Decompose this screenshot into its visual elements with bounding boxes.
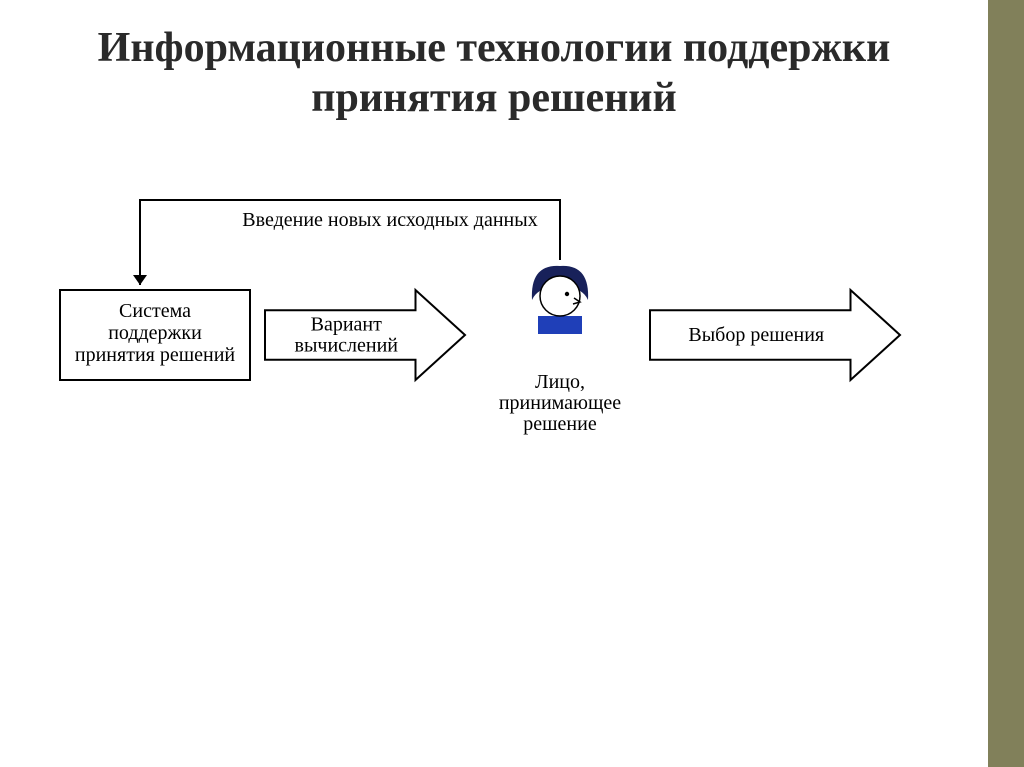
node-person-line1: Лицо,: [535, 371, 585, 393]
feedback-label: Введение новых исходных данных: [242, 209, 537, 231]
node-system-line2: поддержки: [108, 322, 202, 344]
node-person-line3: решение: [523, 413, 597, 435]
node-variant-arrow: Вариант вычислений: [265, 290, 465, 380]
node-choice-line1: Выбор решения: [688, 324, 824, 346]
node-choice-arrow: Выбор решения: [650, 290, 900, 380]
node-system-box: Система поддержки принятия решений: [60, 290, 250, 380]
node-system-line3: принятия решений: [75, 344, 236, 366]
node-variant-line2: вычислений: [295, 335, 399, 357]
flow-diagram: Введение новых исходных данных Система п…: [40, 180, 960, 560]
node-person-icon: [532, 266, 588, 334]
slide-sidebar: [988, 0, 1024, 767]
node-system-line1: Система: [119, 300, 191, 322]
node-person-line2: принимающее: [499, 392, 621, 414]
slide-title: Информационные технологии поддержки прин…: [0, 24, 988, 123]
node-variant-line1: Вариант: [311, 314, 383, 336]
feedback-arrow: Введение новых исходных данных: [133, 200, 560, 285]
